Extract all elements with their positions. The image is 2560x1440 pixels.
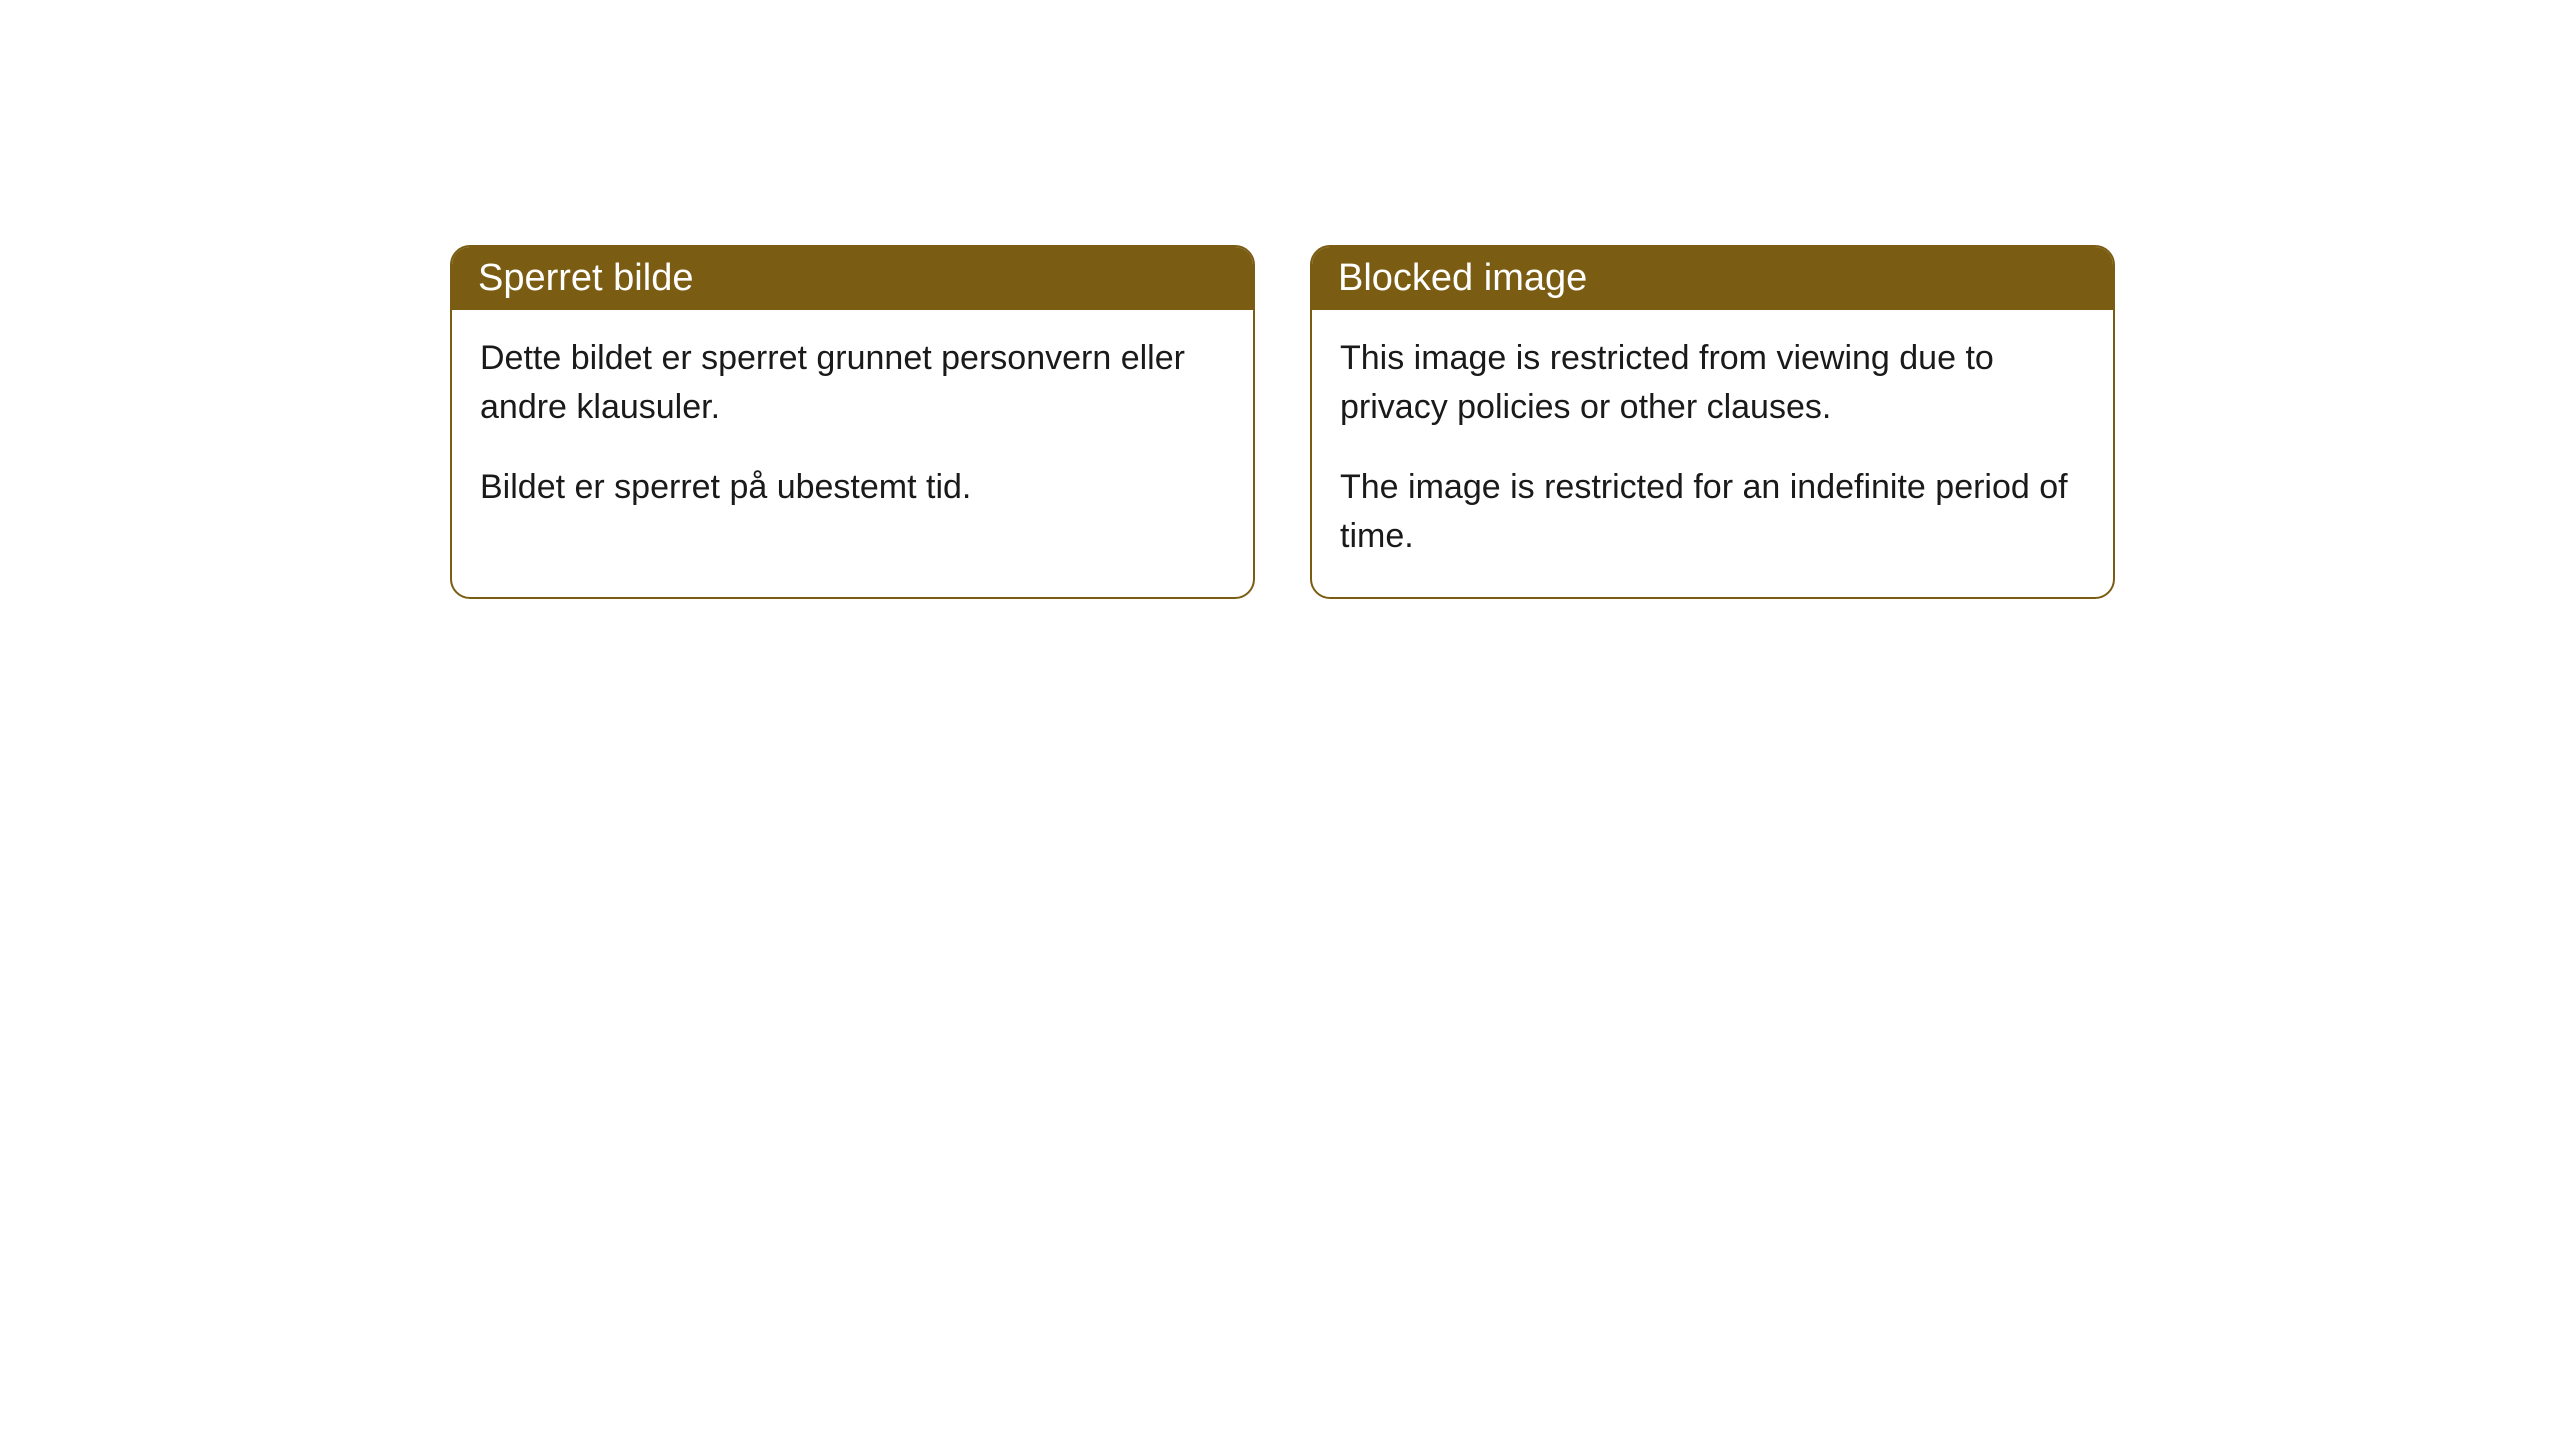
notice-card-norwegian: Sperret bilde Dette bildet er sperret gr… (450, 245, 1255, 599)
card-paragraph: Bildet er sperret på ubestemt tid. (480, 463, 1225, 512)
card-paragraph: This image is restricted from viewing du… (1340, 334, 2085, 433)
card-header: Blocked image (1312, 247, 2113, 310)
card-body: This image is restricted from viewing du… (1312, 310, 2113, 597)
notice-card-english: Blocked image This image is restricted f… (1310, 245, 2115, 599)
card-paragraph: The image is restricted for an indefinit… (1340, 463, 2085, 562)
card-header: Sperret bilde (452, 247, 1253, 310)
card-title: Blocked image (1338, 257, 1587, 299)
card-title: Sperret bilde (478, 257, 693, 299)
card-paragraph: Dette bildet er sperret grunnet personve… (480, 334, 1225, 433)
notice-cards-container: Sperret bilde Dette bildet er sperret gr… (450, 245, 2560, 599)
card-body: Dette bildet er sperret grunnet personve… (452, 310, 1253, 548)
